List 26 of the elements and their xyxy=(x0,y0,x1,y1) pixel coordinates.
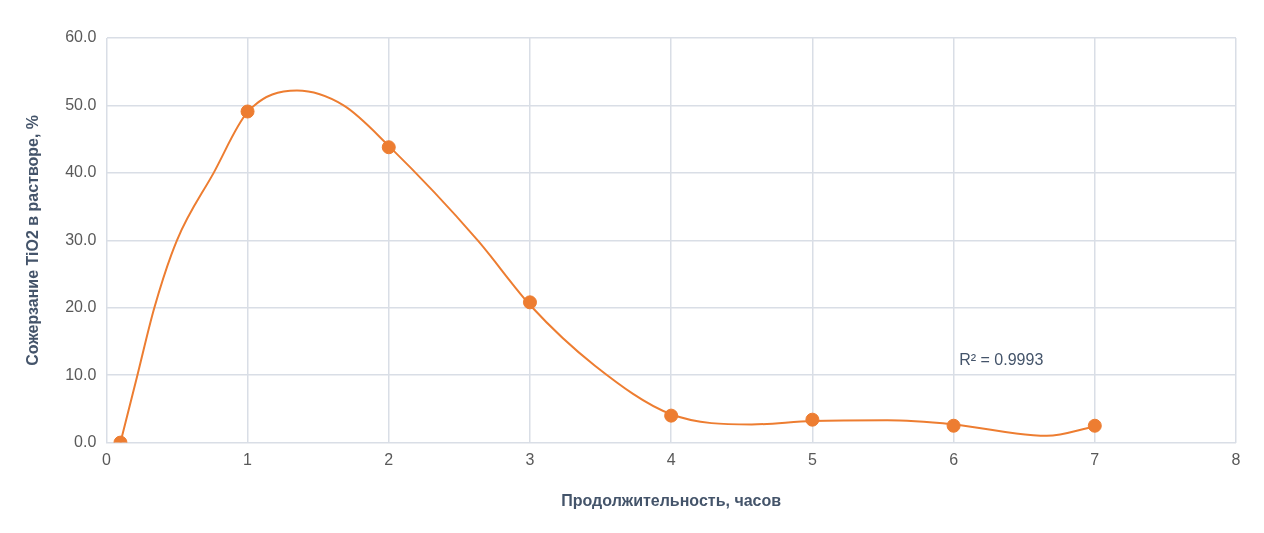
x-tick-label: 2 xyxy=(384,450,394,468)
point xyxy=(664,408,679,423)
x-tick-label: 7 xyxy=(1090,450,1100,468)
y-tick-label: 10.0 xyxy=(65,365,97,383)
x-tick-label: 5 xyxy=(807,450,817,468)
y-axis-title: Сожерзание TiO2 в растворе, % xyxy=(24,114,42,366)
y-tick-label: 0.0 xyxy=(74,433,97,451)
x-tick-label: 0 xyxy=(101,450,111,468)
point xyxy=(1087,418,1102,433)
x-tick-label: 1 xyxy=(243,450,253,468)
annotation: R² = 0.9993 xyxy=(959,350,1044,368)
point xyxy=(522,295,537,310)
x-tick-label: 3 xyxy=(525,450,535,468)
point xyxy=(240,104,255,119)
x-tick-label: 4 xyxy=(666,450,676,468)
point xyxy=(946,418,961,433)
x-axis-title: Продолжительность, часов xyxy=(561,491,782,509)
x-tick-label: 6 xyxy=(949,450,959,468)
y-tick-label: 40.0 xyxy=(65,163,97,181)
x-tick-label: 8 xyxy=(1231,450,1241,468)
y-tick-label: 30.0 xyxy=(65,230,97,248)
y-tick-label: 50.0 xyxy=(65,95,97,113)
y-tick-label: 60.0 xyxy=(65,28,97,46)
point xyxy=(381,140,396,155)
y-tick-label: 20.0 xyxy=(65,298,97,316)
point xyxy=(805,412,820,427)
